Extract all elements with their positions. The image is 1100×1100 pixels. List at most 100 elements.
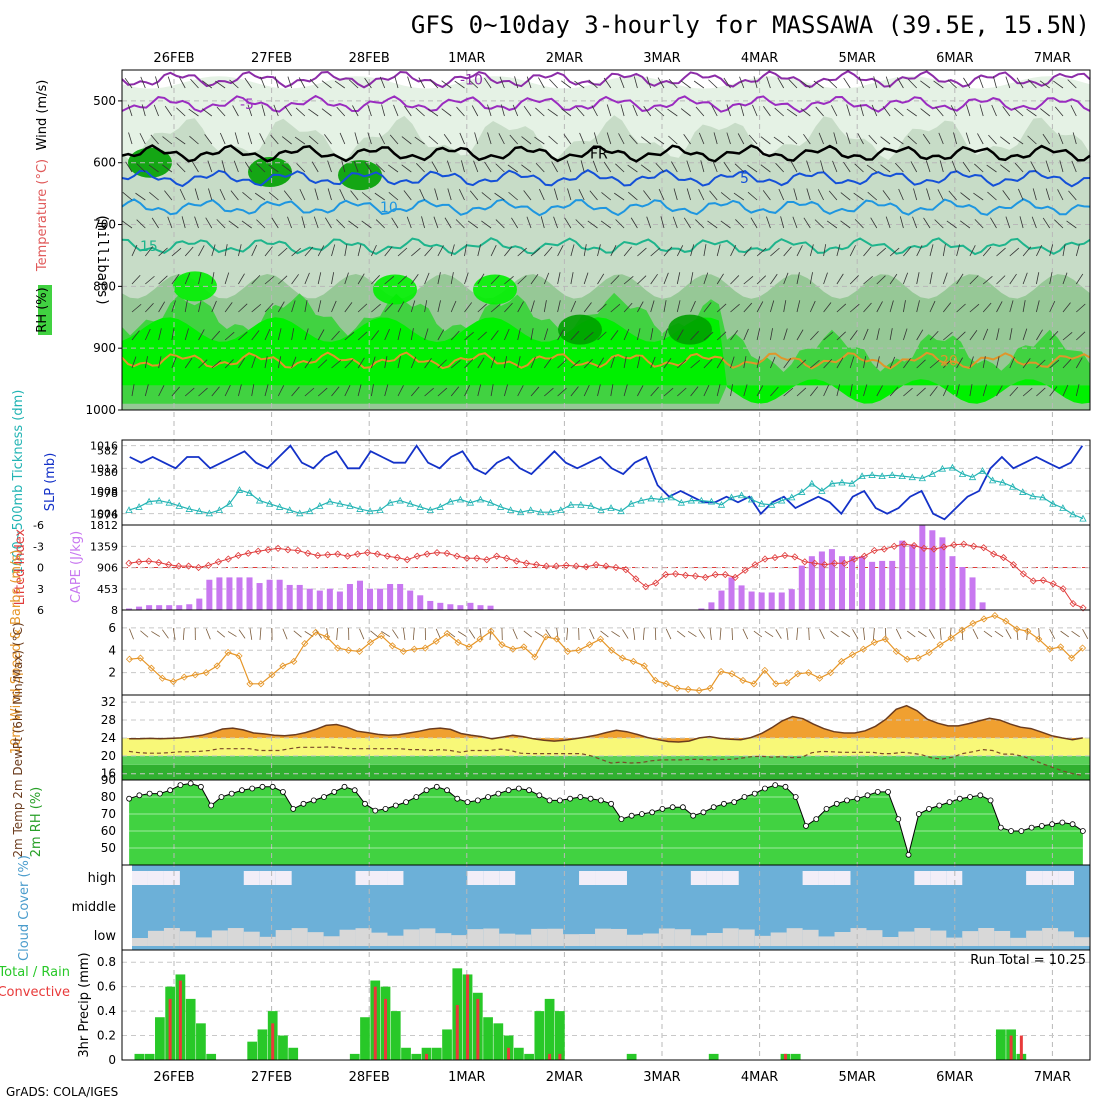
- wind-barb: [610, 245, 617, 257]
- wind-barb: [464, 384, 471, 397]
- wind-barb: [495, 163, 505, 173]
- rh-point: [649, 809, 656, 816]
- rh-point: [495, 790, 502, 797]
- wind-speed-point: [465, 643, 473, 651]
- wind-barb: [686, 188, 691, 201]
- lifted-index-point: [204, 561, 213, 569]
- wind-barb: [431, 161, 439, 173]
- wind-barb: [876, 247, 887, 257]
- wind-barb: [690, 272, 694, 285]
- thickness-point: [286, 506, 294, 514]
- rh-point: [628, 812, 635, 819]
- wind-barb: [630, 217, 638, 229]
- lifted-index-point: [999, 554, 1008, 562]
- wind-barb: [437, 300, 441, 313]
- wind-barb: [650, 356, 656, 369]
- wind-barb: [716, 331, 727, 341]
- cape-bar: [728, 577, 735, 610]
- wind-barb: [775, 162, 784, 173]
- lifted-index-point: [741, 566, 749, 574]
- wind-barb: [693, 80, 705, 89]
- wind-barb: [411, 247, 421, 257]
- precip-total-bar: [442, 1029, 452, 1060]
- thickness-point: [155, 496, 163, 504]
- wind-speed-point: [629, 657, 637, 666]
- wind-barb: [397, 328, 402, 341]
- wind-barb: [575, 219, 585, 229]
- precip-convective-bar: [178, 980, 182, 1060]
- wind-barb: [1049, 300, 1056, 313]
- wind-barb: [331, 300, 337, 313]
- wind-barb: [471, 105, 479, 117]
- wind-speed-point: [892, 647, 900, 655]
- cloud-high-bar: [259, 871, 276, 885]
- wind-barb: [517, 275, 527, 285]
- precip-convective-bar: [384, 998, 388, 1060]
- wind-barb: [956, 331, 966, 341]
- cape-bar: [447, 604, 454, 610]
- rh-point: [567, 795, 574, 802]
- wind-barb: [876, 385, 883, 397]
- wind-barb: [407, 76, 412, 89]
- wind-barb: [336, 219, 346, 229]
- wind-barb: [880, 164, 891, 173]
- wind-barb: [916, 359, 926, 369]
- wind-barb: [443, 134, 452, 145]
- wind-barb: [361, 220, 372, 229]
- wind-barb: [321, 108, 332, 117]
- cape-bar: [166, 605, 173, 610]
- wind-barb: [637, 301, 644, 313]
- wind-speed-line: [129, 614, 1083, 692]
- rh-point: [362, 800, 368, 807]
- wind-barb: [663, 387, 674, 397]
- wind-speed-point: [301, 639, 309, 648]
- precip-axis-label: 3hr Precip (mm): [77, 952, 92, 1057]
- wind-barb: [317, 272, 322, 285]
- wind-barb: [171, 386, 180, 397]
- lifted-index-point: [652, 579, 660, 587]
- wind-barb: [570, 359, 581, 369]
- cloud-high-bar: [163, 871, 180, 885]
- rh-area: [129, 783, 1083, 865]
- lifted-index-point: [831, 559, 839, 567]
- wind-barb: [311, 161, 319, 173]
- wind-barb: [549, 78, 558, 89]
- wind-barb: [735, 219, 745, 229]
- wind-barb: [663, 358, 672, 369]
- wind-barb: [889, 300, 894, 313]
- wind-barb: [770, 247, 780, 257]
- wind-barb: [826, 220, 838, 229]
- cloud-low-bar: [754, 935, 771, 946]
- lifted-index-point: [214, 558, 222, 566]
- rh-point: [731, 799, 738, 805]
- thickness-point: [597, 506, 605, 514]
- wind-barb: [610, 330, 619, 341]
- wind-barb: [291, 386, 300, 397]
- wind-barb: [394, 76, 399, 89]
- wind-barb: [1009, 328, 1013, 341]
- wind-barb: [158, 385, 165, 397]
- wind-barb: [667, 108, 678, 117]
- wind-speed-point: [213, 662, 221, 670]
- wind-barb: [517, 328, 521, 341]
- wind-barb: [414, 136, 425, 145]
- lifted-index-point: [1039, 576, 1047, 584]
- wind-barb-10m: [1005, 629, 1012, 639]
- cloud-low-bar: [882, 937, 899, 946]
- cloud-high-bar: [579, 871, 596, 885]
- rh-point: [239, 787, 245, 794]
- lifted-index-point: [1049, 580, 1057, 588]
- lifted-index-point: [672, 570, 680, 578]
- thickness-point: [1039, 493, 1047, 501]
- wind-speed-point: [235, 652, 243, 660]
- wind-barb: [367, 132, 372, 145]
- temp-tick-label: 32: [101, 695, 116, 709]
- lifted-tick-label: -3: [33, 540, 44, 553]
- cape-bar: [367, 588, 374, 610]
- wind-barb-10m: [1016, 628, 1019, 640]
- lifted-index-point: [572, 562, 580, 570]
- wind-barb: [777, 77, 785, 89]
- wind-speed-point: [443, 629, 451, 638]
- wind-barb: [490, 303, 501, 313]
- wind-barb: [796, 300, 801, 313]
